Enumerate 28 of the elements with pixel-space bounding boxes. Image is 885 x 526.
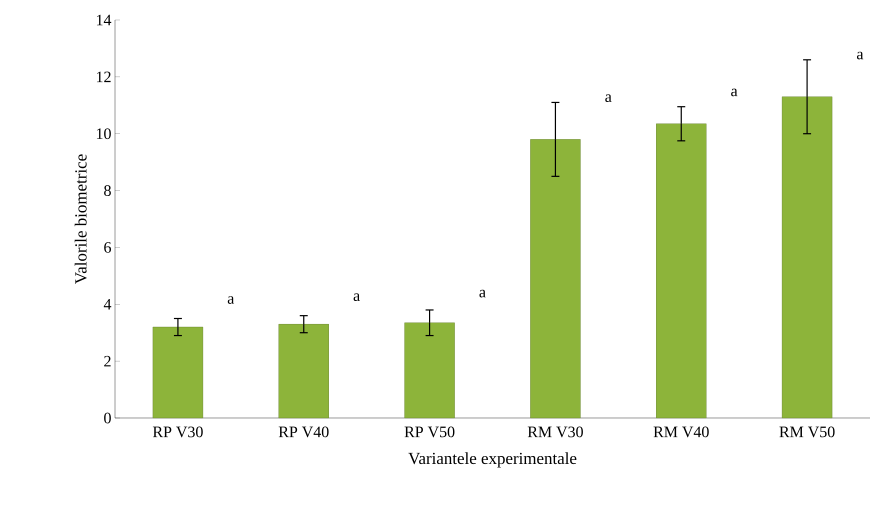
x-tick-label: RP V40	[278, 426, 329, 438]
y-tick-label: 2	[104, 356, 111, 366]
annotation: a	[731, 88, 738, 96]
annotation: a	[228, 296, 234, 304]
y-tick-label: 8	[104, 185, 111, 196]
y-axis-title: Valorile biometrice	[74, 154, 87, 284]
y-tick-label: 14	[96, 14, 112, 26]
y-tick-label: 4	[104, 299, 112, 310]
x-tick-label: RM V50	[779, 426, 835, 438]
y-tick-label: 10	[96, 128, 111, 140]
annotation: a	[479, 290, 486, 298]
bar	[404, 322, 455, 418]
y-tick-label: 12	[96, 72, 111, 82]
bar	[152, 326, 204, 418]
x-tick-label: RP V30	[152, 426, 203, 438]
annotation: a	[856, 52, 864, 60]
x-axis-title: Variantele experimentale	[408, 452, 576, 468]
x-tick-label: RP V50	[404, 426, 454, 438]
x-tick-label: RM V40	[654, 426, 709, 438]
annotation: a	[354, 293, 360, 301]
x-tick-label: RM V30	[528, 426, 583, 438]
y-tick-label: 6	[104, 242, 112, 253]
bar	[656, 124, 706, 418]
bar	[530, 139, 581, 418]
bar	[278, 324, 329, 418]
bar	[782, 96, 832, 418]
y-tick-label: 0	[104, 412, 111, 424]
annotation: a	[605, 94, 612, 102]
